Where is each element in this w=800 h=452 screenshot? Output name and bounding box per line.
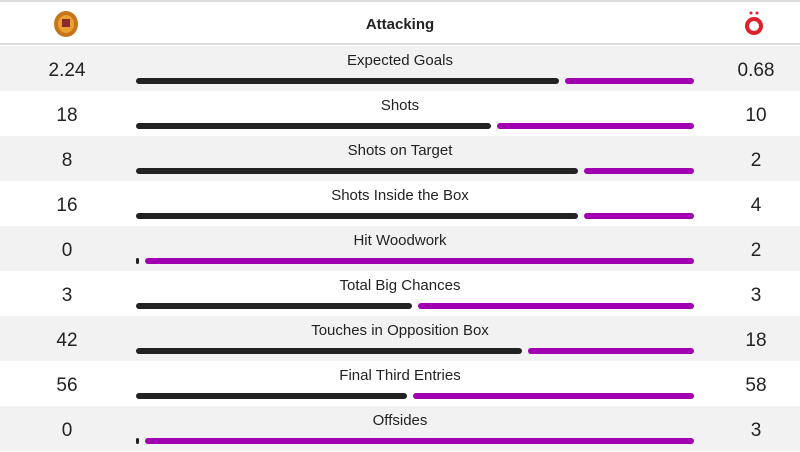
away-bar (413, 393, 694, 399)
away-value: 58 (745, 375, 767, 396)
away-team-logo-icon (745, 11, 763, 35)
home-bar (136, 168, 578, 174)
stat-label: Expected Goals (347, 52, 453, 69)
away-bar (583, 213, 694, 219)
stat-row: 56 Final Third Entries 58 (0, 361, 800, 406)
stat-row: 42 Touches in Opposition Box 18 (0, 316, 800, 361)
stat-label: Touches in Opposition Box (311, 322, 489, 339)
away-bar (565, 78, 694, 84)
top-divider (0, 0, 800, 2)
home-value: 18 (56, 105, 78, 126)
away-value: 10 (745, 105, 767, 126)
home-value: 2.24 (48, 60, 86, 81)
away-bar (528, 348, 694, 354)
away-bar (496, 123, 694, 129)
home-team-logo-icon (54, 11, 78, 37)
stat-row: 18 Shots 10 (0, 91, 800, 136)
away-bar (583, 168, 694, 174)
home-value: 16 (56, 195, 78, 216)
stat-label: Final Third Entries (339, 367, 461, 384)
stat-row: 0 Offsides 3 (0, 406, 800, 451)
home-bar (136, 303, 412, 309)
away-value: 18 (745, 330, 767, 351)
away-value: 3 (750, 420, 762, 441)
section-title: Attacking (365, 16, 435, 33)
home-bar (136, 393, 408, 399)
home-value: 3 (61, 285, 73, 306)
home-value: 0 (61, 420, 73, 441)
away-value: 2 (750, 240, 762, 261)
stat-label: Offsides (372, 412, 428, 429)
stat-row: 2.24 Expected Goals 0.68 (0, 46, 800, 91)
stat-row: 8 Shots on Target 2 (0, 136, 800, 181)
stat-label: Shots (380, 97, 420, 114)
stat-row: 16 Shots Inside the Box 4 (0, 181, 800, 226)
stat-row: 0 Hit Woodwork 2 (0, 226, 800, 271)
away-value: 4 (750, 195, 762, 216)
home-bar (136, 438, 139, 444)
home-bar (136, 258, 139, 264)
section-header: Attacking (0, 2, 800, 45)
stat-label: Shots on Target (347, 142, 453, 159)
home-bar (136, 78, 560, 84)
away-bar (145, 438, 694, 444)
home-bar (136, 123, 491, 129)
home-value: 56 (56, 375, 78, 396)
stat-label: Hit Woodwork (353, 232, 447, 249)
away-value: 2 (750, 150, 762, 171)
away-value: 0.68 (737, 60, 775, 81)
away-bar (418, 303, 694, 309)
home-bar (136, 213, 578, 219)
home-value: 0 (61, 240, 73, 261)
stat-label: Total Big Chances (339, 277, 461, 294)
stat-row: 3 Total Big Chances 3 (0, 271, 800, 316)
stat-label: Shots Inside the Box (331, 187, 469, 204)
away-bar (145, 258, 694, 264)
home-bar (136, 348, 523, 354)
home-value: 42 (56, 330, 78, 351)
away-value: 3 (750, 285, 762, 306)
home-value: 8 (61, 150, 73, 171)
